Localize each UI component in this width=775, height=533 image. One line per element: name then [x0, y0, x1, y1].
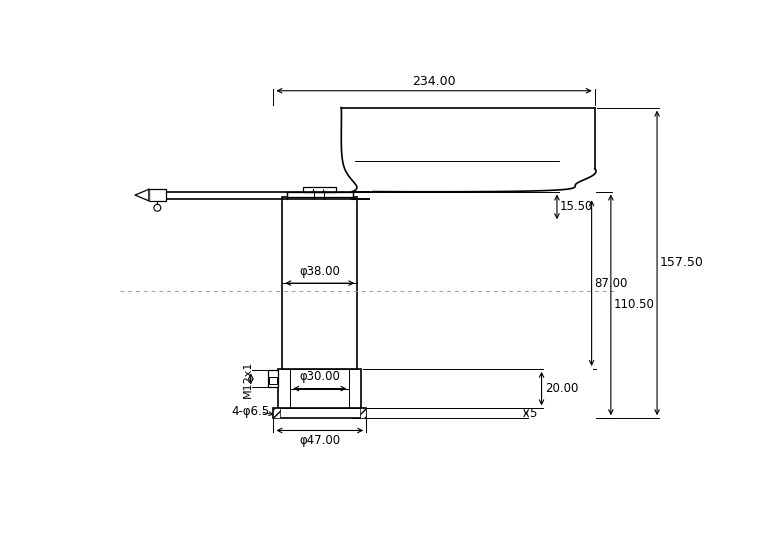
Bar: [274, 408, 280, 418]
Bar: [287, 191, 353, 197]
Text: M12x1: M12x1: [243, 360, 253, 398]
Text: 5: 5: [529, 407, 536, 419]
Bar: [360, 408, 366, 418]
Circle shape: [154, 204, 160, 211]
Text: φ47.00: φ47.00: [299, 433, 340, 447]
Text: φ38.00: φ38.00: [299, 265, 340, 278]
Bar: [282, 197, 357, 369]
Text: 110.50: 110.50: [614, 298, 655, 311]
Polygon shape: [135, 189, 149, 201]
Text: 20.00: 20.00: [545, 382, 578, 395]
Text: 234.00: 234.00: [412, 75, 456, 87]
Bar: [269, 377, 277, 384]
Bar: [274, 408, 366, 418]
Bar: [267, 370, 278, 387]
Text: φ30.00: φ30.00: [299, 370, 340, 383]
Bar: [278, 369, 361, 408]
Bar: [149, 189, 166, 201]
Text: 87.00: 87.00: [594, 277, 628, 289]
Text: 4-φ6.5: 4-φ6.5: [231, 406, 269, 418]
Text: 157.50: 157.50: [660, 256, 704, 269]
Bar: [303, 187, 336, 191]
Text: 15.50: 15.50: [560, 200, 594, 213]
